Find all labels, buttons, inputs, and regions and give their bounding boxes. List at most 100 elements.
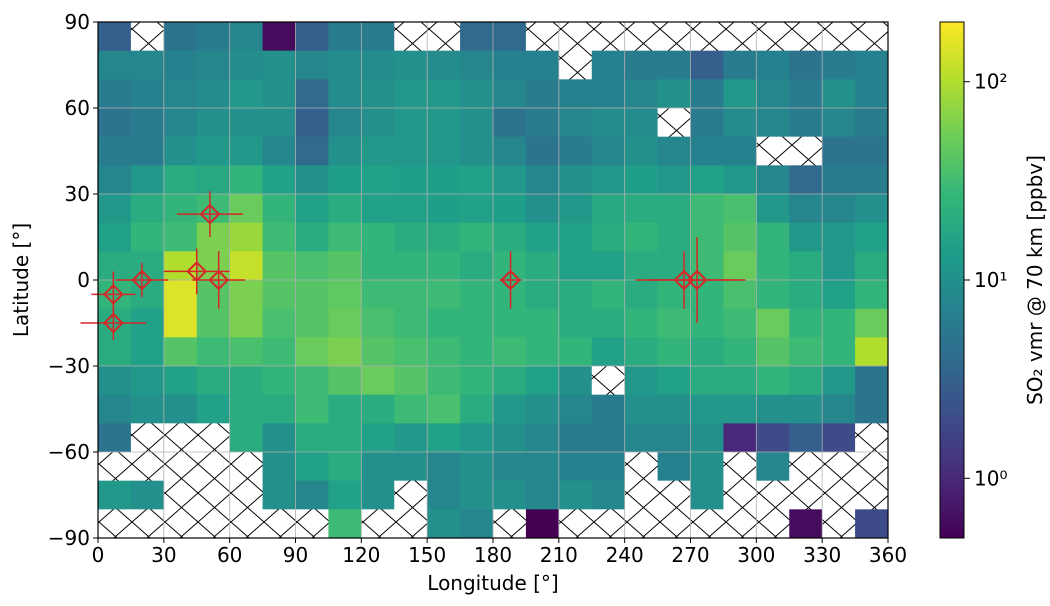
heatmap-cell: [657, 337, 691, 367]
heatmap-cell: [855, 165, 888, 195]
missing-cell: [657, 108, 691, 138]
heatmap-cell: [624, 366, 659, 396]
heatmap-cell: [789, 423, 823, 453]
missing-cell: [130, 452, 165, 482]
heatmap-cell: [163, 394, 198, 424]
missing-cell: [130, 423, 165, 453]
heatmap-cell: [558, 452, 593, 482]
heatmap-cell: [394, 136, 428, 166]
heatmap-cell: [98, 480, 132, 510]
y-axis-label: Latitude [°]: [9, 223, 33, 337]
heatmap-cell: [328, 50, 362, 80]
heatmap-cell: [262, 165, 296, 195]
heatmap-cell: [624, 308, 659, 338]
markers: [80, 191, 746, 341]
heatmap-cell: [855, 509, 888, 538]
heatmap-cell: [295, 108, 329, 138]
heatmap-cell: [427, 251, 461, 281]
heatmap-cell: [229, 337, 264, 367]
x-tick-label: 90: [283, 543, 308, 567]
heatmap-cell: [361, 165, 395, 195]
heatmap-cell: [328, 108, 362, 138]
heatmap-cell: [690, 423, 724, 453]
heatmap-cell: [394, 50, 428, 80]
heatmap-cell: [493, 251, 527, 281]
heatmap-cell: [361, 194, 395, 224]
heatmap-cell: [98, 423, 132, 453]
heatmap-cell: [591, 222, 626, 252]
missing-cell: [756, 509, 790, 538]
heatmap-cell: [295, 452, 329, 482]
heatmap-cell: [262, 108, 296, 138]
missing-cell: [690, 22, 724, 52]
x-axis-label: Longitude [°]: [427, 571, 558, 595]
heatmap-cell: [361, 79, 395, 109]
heatmap-cell: [361, 136, 395, 166]
heatmap-cell: [855, 308, 888, 338]
heatmap-cell: [163, 108, 198, 138]
heatmap-cell: [493, 366, 527, 396]
missing-cell: [855, 452, 888, 482]
heatmap-cell: [229, 165, 264, 195]
heatmap-cell: [690, 251, 724, 281]
heatmap-cell: [394, 251, 428, 281]
heatmap-cell: [525, 79, 560, 109]
heatmap-cell: [657, 394, 691, 424]
heatmap-cell: [361, 452, 395, 482]
heatmap-cell: [295, 280, 329, 310]
heatmap-cell: [591, 79, 626, 109]
missing-cell: [624, 509, 659, 538]
heatmap-cell: [789, 108, 823, 138]
heatmap-cell: [723, 423, 757, 453]
missing-cell: [130, 22, 165, 52]
x-tick-label: 360: [869, 543, 907, 567]
heatmap-cell: [624, 251, 659, 281]
heatmap-cell: [525, 251, 560, 281]
heatmap-cell: [756, 50, 790, 80]
missing-cell: [657, 22, 691, 52]
heatmap-cell: [558, 394, 593, 424]
heatmap-cell: [657, 423, 691, 453]
heatmap-cell: [822, 366, 856, 396]
heatmap-cell: [361, 394, 395, 424]
missing-cell: [163, 423, 198, 453]
heatmap-cell: [690, 108, 724, 138]
missing-cell: [558, 50, 593, 80]
heatmap-cell: [262, 337, 296, 367]
heatmap-cell: [591, 452, 626, 482]
heatmap-cell: [460, 136, 494, 166]
heatmap-cell: [98, 337, 132, 367]
heatmap-cell: [723, 308, 757, 338]
heatmap-cell: [525, 480, 560, 510]
heatmap-cell: [361, 480, 395, 510]
heatmap-cell: [262, 136, 296, 166]
x-tick-label: 330: [803, 543, 841, 567]
heatmap-cell: [229, 108, 264, 138]
heatmap-cell: [262, 194, 296, 224]
marker: [102, 283, 124, 305]
heatmap-cell: [98, 394, 132, 424]
heatmap-cell: [690, 366, 724, 396]
heatmap-cell: [196, 165, 231, 195]
colorbar-label: SO₂ vmr @ 70 km [ppbv]: [1023, 155, 1047, 405]
heatmap-cell: [525, 108, 560, 138]
missing-cell: [591, 366, 626, 396]
heatmap-cell: [394, 337, 428, 367]
heatmap-cell: [657, 79, 691, 109]
heatmap-cell: [295, 165, 329, 195]
heatmap-cell: [690, 79, 724, 109]
missing-cell: [624, 480, 659, 510]
missing-cell: [361, 509, 395, 538]
missing-cell: [624, 452, 659, 482]
heatmap-cell: [361, 280, 395, 310]
y-tick-label: 30: [65, 182, 90, 206]
heatmap-cell: [855, 50, 888, 80]
heatmap-cell: [295, 423, 329, 453]
missing-cell: [163, 509, 198, 538]
heatmap-cell: [493, 394, 527, 424]
heatmap-cell: [262, 394, 296, 424]
missing-cell: [657, 480, 691, 510]
missing-cell: [98, 509, 132, 538]
missing-cell: [427, 22, 461, 52]
y-tick-label: 90: [65, 10, 90, 34]
